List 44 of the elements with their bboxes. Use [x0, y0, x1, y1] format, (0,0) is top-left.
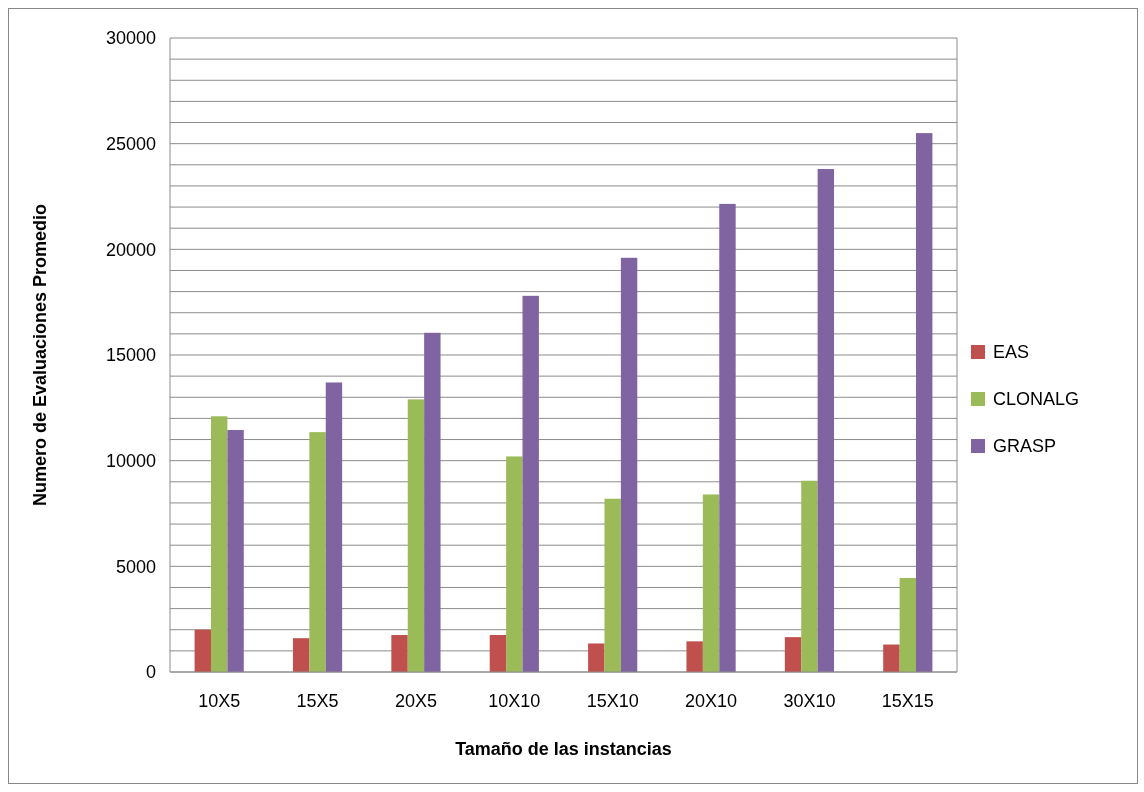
bar	[702, 494, 720, 672]
x-tick-label: 30X10	[783, 691, 836, 711]
x-tick-label: 20X10	[685, 691, 738, 711]
bar	[817, 169, 835, 672]
bar	[686, 641, 703, 672]
y-tick-label: 20000	[105, 239, 156, 260]
bar	[801, 480, 818, 672]
bar	[194, 629, 211, 672]
x-axis-title: Tamaño de las instancias	[455, 739, 672, 759]
bar	[489, 635, 507, 672]
legend-label: GRASP	[993, 436, 1057, 457]
y-tick-label: 15000	[105, 345, 156, 366]
bar	[588, 643, 605, 672]
x-tick-label: 15X10	[586, 691, 639, 711]
bar	[604, 498, 621, 672]
bar	[391, 635, 408, 672]
bar	[522, 295, 539, 672]
bar	[210, 416, 228, 672]
bar	[424, 332, 441, 672]
x-tick-label: 15X15	[881, 691, 934, 711]
y-tick-label: 25000	[105, 133, 156, 154]
y-tick-label: 0	[145, 662, 156, 683]
bar	[883, 644, 900, 672]
legend-label: CLONALG	[993, 389, 1080, 410]
bar	[784, 637, 802, 672]
x-tick-label: 15X5	[296, 691, 339, 711]
bar	[719, 203, 736, 672]
bar	[292, 638, 310, 672]
x-tick-label: 10X5	[198, 691, 241, 711]
bar	[309, 432, 326, 672]
y-tick-label: 30000	[105, 28, 156, 49]
bar	[899, 577, 917, 672]
bar	[227, 430, 244, 672]
bar	[916, 133, 933, 672]
legend-label: EAS	[993, 342, 1030, 363]
bar	[506, 456, 523, 672]
x-tick-label: 20X5	[394, 691, 437, 711]
y-tick-label: 5000	[115, 556, 156, 577]
y-axis-title: Numero de Evaluaciones Promedio	[30, 203, 50, 507]
bar	[407, 399, 425, 672]
bar	[620, 257, 638, 672]
bar	[325, 382, 343, 672]
y-tick-label: 10000	[105, 450, 156, 471]
x-tick-label: 10X10	[488, 691, 541, 711]
